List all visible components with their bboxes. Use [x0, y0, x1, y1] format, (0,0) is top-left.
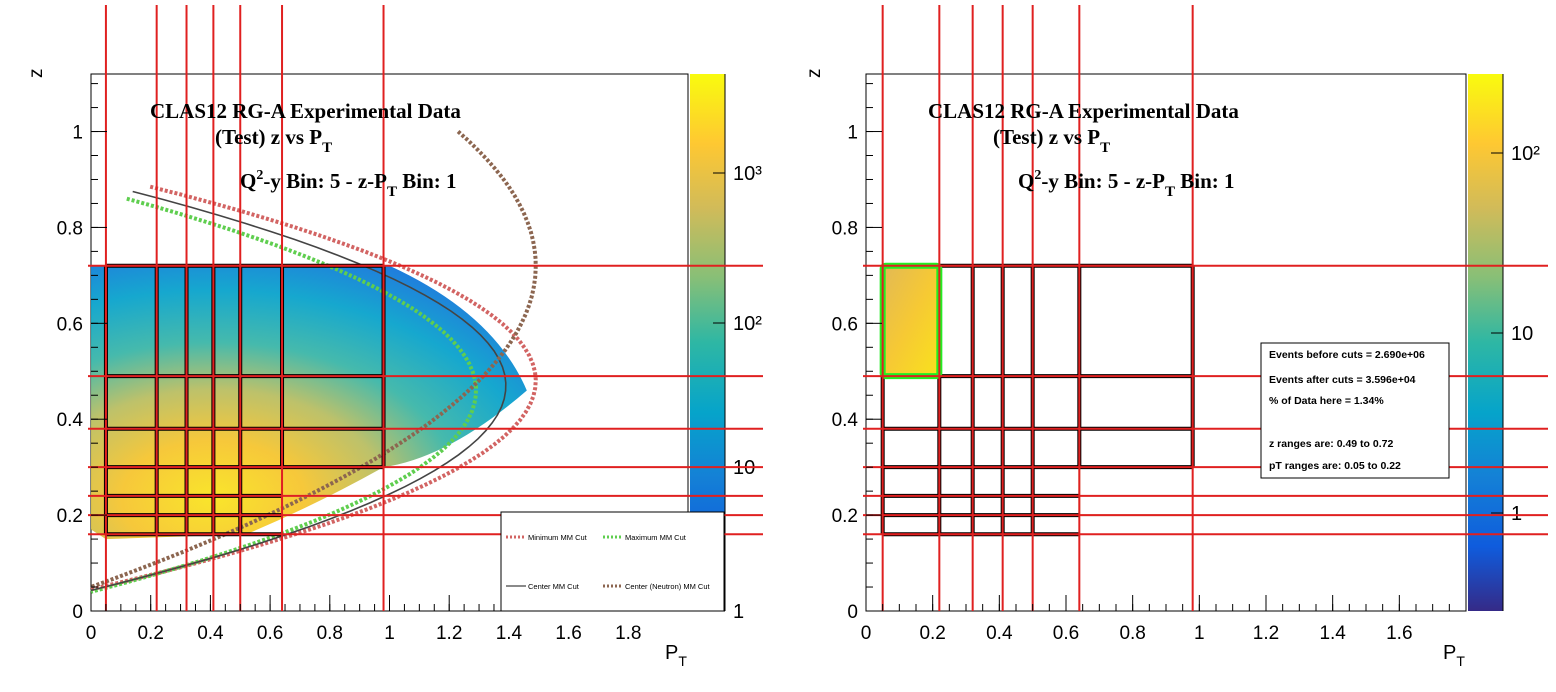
- bin-label: Q2-y Bin: 5 - z-PT Bin: 1: [240, 168, 457, 200]
- x-tick-label: 0.6: [257, 623, 283, 644]
- y-tick-label: 0.4: [57, 410, 84, 431]
- center-mm-cut-curve: [90, 190, 507, 592]
- maximum-mm-cut-curve: [90, 196, 479, 594]
- x-tick-label: 1.2: [1253, 623, 1279, 644]
- y-axis-label: z: [804, 69, 825, 79]
- y-tick-label: 1: [72, 123, 83, 144]
- x-tick-label: 1.6: [555, 623, 581, 644]
- x-tick-label: 0.6: [1053, 623, 1079, 644]
- data-density-heatmap: [91, 265, 527, 540]
- y-tick-label: 0: [847, 602, 858, 623]
- x-tick-label: 0: [861, 623, 872, 644]
- x-tick-label: 0.2: [137, 623, 163, 644]
- y-tick-label: 0.2: [832, 506, 858, 527]
- colorbar-tick-label: 10²: [1511, 143, 1540, 165]
- x-tick-label: 0.4: [986, 623, 1013, 644]
- x-tick-label: 0.8: [317, 623, 343, 644]
- chart-subtitle: (Test) z vs PT: [215, 125, 332, 156]
- stats-line: Events before cuts = 2.690e+06: [1269, 349, 1425, 361]
- stats-line: pT ranges are: 0.05 to 0.22: [1269, 460, 1401, 472]
- y-tick-label: 0.2: [57, 506, 83, 527]
- legend-label: Minimum MM Cut: [528, 533, 588, 542]
- legend-label: Center (Neutron) MM Cut: [625, 582, 711, 591]
- y-tick-label: 0.8: [832, 218, 858, 239]
- x-tick-label: 1: [384, 623, 395, 644]
- chart-title: CLAS12 RG-A Experimental Data: [928, 99, 1239, 123]
- chart-title: CLAS12 RG-A Experimental Data: [150, 99, 461, 123]
- x-tick-label: 0.8: [1119, 623, 1145, 644]
- colorbar: [1468, 74, 1503, 611]
- stats-line: % of Data here = 1.34%: [1269, 395, 1384, 407]
- x-axis-label: PT: [665, 642, 687, 669]
- x-tick-label: 1.4: [1319, 623, 1346, 644]
- x-tick-label: 1: [1194, 623, 1205, 644]
- colorbar-tick-label: 1: [1511, 503, 1522, 525]
- y-tick-label: 0.8: [57, 218, 83, 239]
- stats-frame: [1260, 342, 1450, 479]
- legend-label: Center MM Cut: [528, 582, 580, 591]
- legend-label: Maximum MM Cut: [625, 533, 687, 542]
- y-tick-label: 0: [72, 602, 83, 623]
- x-tick-label: 0.2: [919, 623, 945, 644]
- y-axis-label: z: [26, 69, 47, 79]
- legend-frame: [500, 511, 725, 612]
- y-tick-label: 0.6: [832, 314, 858, 335]
- x-tick-label: 1.6: [1386, 623, 1412, 644]
- center-neutron-mm-cut-curve: [90, 130, 538, 589]
- x-tick-label: 1.8: [615, 623, 641, 644]
- x-tick-label: 1.4: [496, 623, 523, 644]
- colorbar-tick-label: 10: [1511, 323, 1533, 345]
- selected-bin-heatmap: [882, 265, 940, 377]
- x-axis-label: PT: [1443, 642, 1465, 669]
- stats-line: z ranges are: 0.49 to 0.72: [1269, 438, 1393, 450]
- stats-box: Events before cuts = 2.690e+06 Events aft…: [1260, 342, 1450, 479]
- x-tick-label: 1.2: [436, 623, 462, 644]
- colorbar-tick-label: 10³: [733, 163, 762, 185]
- chart-subtitle: (Test) z vs PT: [993, 125, 1110, 156]
- y-tick-label: 1: [847, 123, 858, 144]
- y-tick-label: 0.4: [832, 410, 859, 431]
- x-tick-label: 0: [86, 623, 97, 644]
- x-tick-label: 0.4: [197, 623, 224, 644]
- colorbar-tick-label: 1: [733, 601, 744, 623]
- colorbar-tick-label: 10²: [733, 313, 762, 335]
- bin-label: Q2-y Bin: 5 - z-PT Bin: 1: [1018, 168, 1235, 200]
- minimum-mm-cut-curve: [90, 184, 538, 592]
- legend-box: Minimum MM Cut Maximum MM Cut Center MM Cu…: [500, 511, 725, 612]
- right-plot-panel: 1 10 10² 0 0.2 0.4 0.6 0.8 1 1.2 1.4 1.6 0 0.2 0.4 0.6 0…: [804, 5, 1548, 669]
- y-tick-label: 0.6: [57, 314, 83, 335]
- stats-line: Events after cuts = 3.596e+04: [1269, 374, 1416, 386]
